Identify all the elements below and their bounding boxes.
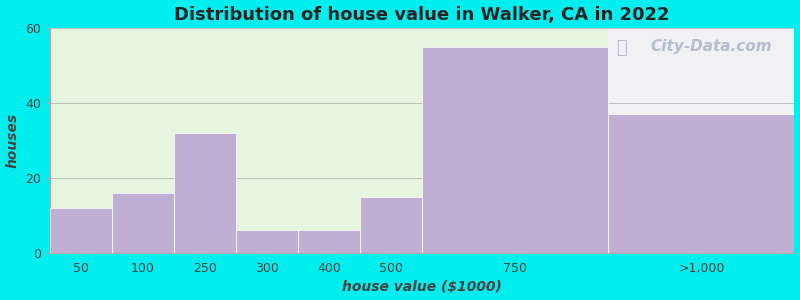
Bar (174, 133, 236, 253)
Bar (608, 114, 794, 253)
X-axis label: house value ($1000): house value ($1000) (342, 280, 502, 294)
Bar (360, 196, 422, 253)
Bar (112, 193, 174, 253)
Bar (50, 208, 112, 253)
Bar (422, 46, 608, 253)
Bar (50, 28, 608, 253)
Bar (236, 230, 298, 253)
Text: ⦾: ⦾ (616, 39, 627, 57)
Title: Distribution of house value in Walker, CA in 2022: Distribution of house value in Walker, C… (174, 6, 670, 24)
Text: City-Data.com: City-Data.com (650, 39, 772, 54)
Y-axis label: houses: houses (6, 113, 19, 168)
Bar (608, 28, 794, 253)
Bar (298, 230, 360, 253)
